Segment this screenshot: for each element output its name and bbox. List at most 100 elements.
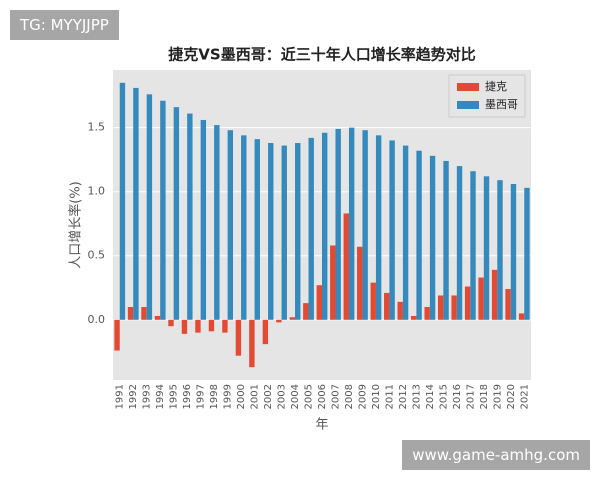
bar — [208, 319, 215, 332]
x-tick-label: 1994 — [155, 384, 166, 409]
bar — [181, 319, 188, 334]
bar — [437, 295, 444, 320]
x-tick-label: 2019 — [492, 384, 503, 409]
x-tick-label: 2016 — [452, 384, 463, 409]
bar — [322, 132, 328, 320]
bar — [443, 160, 449, 320]
bar — [146, 94, 153, 320]
bar — [141, 306, 147, 320]
x-tick-label: 1995 — [169, 384, 180, 409]
x-tick-label: 2000 — [236, 384, 247, 409]
x-tick-label: 1998 — [209, 384, 220, 409]
x-tick-label: 2008 — [344, 384, 355, 409]
x-tick-label: 2009 — [357, 384, 368, 409]
bar — [357, 246, 363, 320]
bar — [249, 319, 255, 368]
legend-label: 捷克 — [485, 79, 507, 93]
bar — [241, 135, 247, 320]
x-tick-label: 2011 — [384, 384, 395, 409]
bar — [222, 319, 228, 333]
y-tick-label: 1.0 — [88, 185, 106, 198]
bar — [235, 319, 242, 356]
y-axis-label: 人口增长率(%) — [68, 181, 84, 269]
watermark: www.game-amhg.com — [402, 440, 590, 470]
bar — [510, 184, 517, 320]
y-tick-label: 0.0 — [88, 313, 106, 326]
bar — [133, 87, 139, 320]
bar — [505, 289, 511, 320]
x-tick-label: 1996 — [182, 384, 193, 409]
x-tick-label: 1991 — [115, 384, 126, 409]
bar — [348, 127, 355, 320]
bar — [276, 319, 282, 323]
bar — [295, 143, 301, 320]
legend-box — [448, 74, 526, 118]
bar — [397, 301, 403, 320]
x-tick-label: 1997 — [196, 384, 207, 409]
x-tick-label: 2002 — [263, 384, 274, 409]
bar — [154, 315, 161, 320]
bar — [268, 143, 274, 320]
bar — [456, 166, 463, 320]
bar — [316, 285, 322, 320]
bar — [375, 135, 382, 320]
bar — [464, 286, 471, 320]
bar — [424, 306, 430, 320]
bar — [416, 150, 422, 320]
bar — [127, 306, 134, 320]
bar — [214, 125, 220, 320]
bar — [370, 282, 376, 320]
y-tick-label: 1.5 — [88, 121, 106, 134]
x-tick-label: 2018 — [479, 384, 490, 409]
bar — [429, 155, 436, 320]
bar — [402, 145, 409, 320]
x-tick-label: 2001 — [250, 384, 261, 409]
x-tick-label: 2017 — [465, 384, 476, 409]
bar — [497, 180, 503, 320]
x-tick-label: 2007 — [330, 384, 341, 409]
bar — [173, 107, 180, 320]
x-tick-label: 2021 — [519, 384, 530, 409]
bar — [335, 128, 341, 320]
x-tick-label: 2014 — [425, 384, 436, 409]
bar — [262, 319, 269, 345]
bar — [281, 145, 287, 320]
legend-label: 墨西哥 — [485, 98, 518, 111]
bar — [343, 213, 349, 320]
bar — [308, 137, 314, 320]
bar — [187, 113, 193, 320]
bar — [451, 295, 457, 320]
bar — [254, 139, 260, 320]
legend-swatch — [457, 101, 479, 109]
bar — [200, 119, 207, 320]
bar — [518, 313, 525, 320]
x-tick-label: 2005 — [304, 384, 315, 409]
x-tick-label: 1992 — [128, 384, 139, 409]
bar — [483, 176, 490, 320]
bar — [389, 140, 395, 320]
bar — [478, 277, 484, 320]
x-tick-label: 2004 — [290, 384, 301, 409]
x-tick-label: 2020 — [506, 384, 517, 409]
legend-swatch — [457, 83, 479, 91]
bar — [470, 171, 476, 320]
x-tick-label: 2012 — [398, 384, 409, 409]
x-tick-label: 2010 — [371, 384, 382, 409]
x-tick-label: 1999 — [223, 384, 234, 409]
bar — [160, 100, 166, 320]
bar — [119, 82, 126, 320]
bar — [303, 303, 309, 320]
x-tick-label: 1993 — [142, 384, 153, 409]
x-tick-label: 2015 — [438, 384, 449, 409]
x-tick-label: 2013 — [411, 384, 422, 409]
x-tick-label: 2006 — [317, 384, 328, 409]
bar — [227, 130, 234, 320]
x-axis-label: 年 — [315, 418, 328, 433]
bar — [384, 292, 390, 320]
chart-title: 捷克VS墨西哥：近三十年人口增长率趋势对比 — [168, 46, 475, 64]
watermark: TG: MYYJJPP — [10, 10, 119, 40]
bar — [289, 317, 296, 320]
bar — [330, 245, 336, 320]
